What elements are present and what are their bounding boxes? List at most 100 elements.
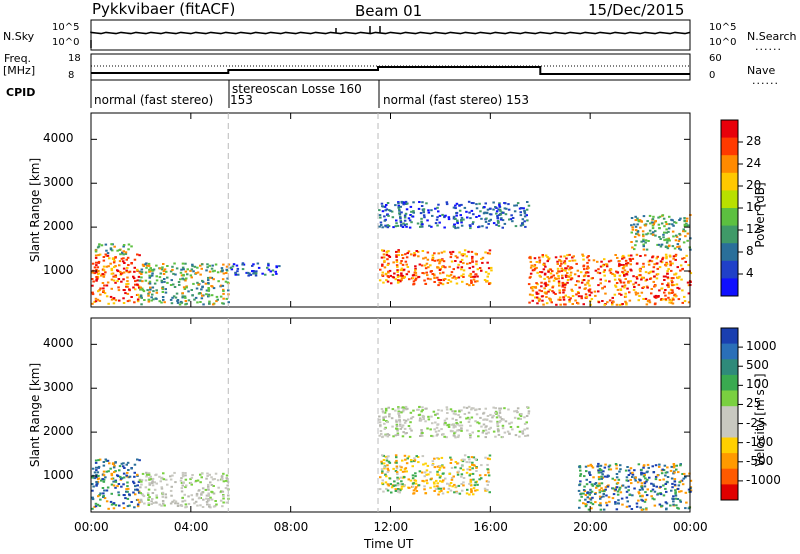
power-cell [184,300,188,302]
power-cell [655,257,658,260]
velocity-cell [469,473,472,476]
power-cell [103,292,107,295]
velocity-cell [132,480,135,483]
power-cell [437,278,440,281]
power-cell [535,291,538,294]
power-cell [439,267,442,270]
velocity-cell [527,410,531,413]
power-cell [395,222,398,225]
power-cell [185,277,188,280]
power-cell [448,265,451,268]
power-cell [637,283,641,286]
velocity-cell [421,406,424,409]
velocity-cell [132,491,135,494]
strip-panels [90,19,691,108]
power-cell [470,250,474,253]
velocity-cell [392,467,395,470]
velocity-cell [642,475,646,478]
velocity-cell [139,492,142,495]
power-cell [632,275,635,278]
velocity-cell [631,473,635,476]
power-cell [447,216,451,219]
velocity-cell [662,484,665,487]
power-cell [399,219,402,222]
power-cell [125,283,128,286]
velocity-cell [399,476,403,479]
power-cell [210,267,214,270]
nsearch-label: N.Search [747,30,797,43]
power-cell [593,290,597,293]
velocity-cell [674,497,678,500]
power-cell [666,272,669,275]
power-cell [200,288,203,291]
velocity-cell [651,488,655,491]
power-cell [531,294,534,297]
power-cell [642,233,645,236]
power-cell [587,255,590,257]
power-cell [387,271,390,274]
velocity-cell [617,478,621,481]
power-cell [476,275,479,278]
power-cell [503,222,507,225]
power-cell [241,268,245,271]
velocity-cell [182,481,185,484]
velocity-cell [447,487,451,490]
power-cell [136,283,139,286]
velocity-cell [525,421,528,424]
power-cell [207,279,210,282]
velocity-cell [399,489,402,492]
power-cell [122,302,126,304]
power-cell [94,250,98,253]
power-cell [483,279,487,281]
velocity-cell [201,491,204,494]
power-cell [527,283,531,286]
velocity-cell [666,476,670,478]
power-cell [126,266,129,269]
velocity-cell [645,494,649,497]
power-cell [621,257,624,260]
velocity-cell [422,480,426,483]
power-cell [206,266,209,269]
power-cell [634,291,637,294]
power-cell [664,245,668,248]
velocity-cell [604,463,607,466]
power-cell [654,230,657,233]
velocity-cell [429,486,432,489]
velocity-cell [454,425,457,428]
power-cell [625,262,628,265]
power-cell [484,251,487,254]
velocity-cell [665,490,668,493]
velocity-cell [91,507,94,510]
y-tick-label: 4000 [43,131,74,146]
velocity-cell [436,485,439,488]
power-cell [683,295,686,298]
velocity-cell [507,408,510,411]
velocity-cell [471,472,475,475]
power-cell [544,284,548,287]
power-cell [211,264,214,267]
power-cell [657,216,660,219]
power-cell [586,271,590,274]
power-cell [499,209,502,212]
power-cell [629,259,632,262]
power-cell [671,289,674,292]
power-cell [568,260,571,262]
power-cell [163,268,167,271]
velocity-cell [477,435,480,438]
power-cell [459,214,462,217]
power-cell [499,218,503,221]
velocity-cell [385,459,389,462]
velocity-cell [400,480,403,483]
velocity-cell [482,423,486,426]
velocity-cell [480,464,483,467]
power-cell [540,295,544,298]
velocity-cell [681,473,684,475]
power-cell [576,280,579,283]
power-cell [528,301,531,304]
power-cell [125,269,128,272]
power-cell [404,212,408,215]
velocity-cell [600,475,603,478]
power-cell [631,228,635,231]
power-cell [616,256,619,259]
power-cell [667,230,670,233]
